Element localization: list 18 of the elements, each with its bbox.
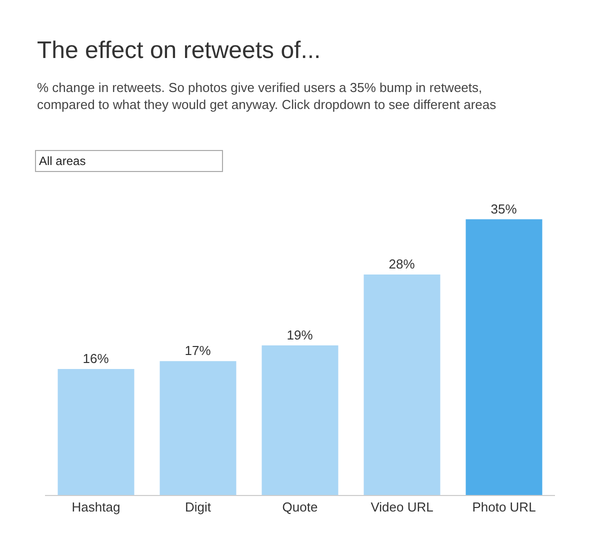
x-tick-label: Digit — [184, 500, 212, 515]
x-tick-label: Video URL — [370, 500, 434, 515]
bar — [262, 345, 338, 495]
text: All areas — [39, 154, 220, 168]
x-tick-label: Photo URL — [472, 500, 536, 515]
bar — [58, 368, 134, 495]
bar — [466, 219, 542, 495]
data-label: 17% — [184, 343, 212, 358]
bar — [160, 361, 236, 495]
chart-title: The effect on retweets of... — [37, 37, 321, 64]
data-label: 19% — [286, 327, 314, 342]
data-label: 28% — [388, 256, 416, 272]
data-label: 16% — [82, 350, 110, 366]
data-label: 35% — [490, 201, 518, 216]
x-tick-label: Hashtag — [72, 500, 120, 515]
x-tick-label: Quote — [282, 500, 318, 515]
chart-subtitle: % change in retweets. So photos give verified users a 35% bump in retweets, compared to what they would get anyway. Click dropdown to see different areas — [37, 80, 497, 112]
bar — [364, 274, 440, 495]
